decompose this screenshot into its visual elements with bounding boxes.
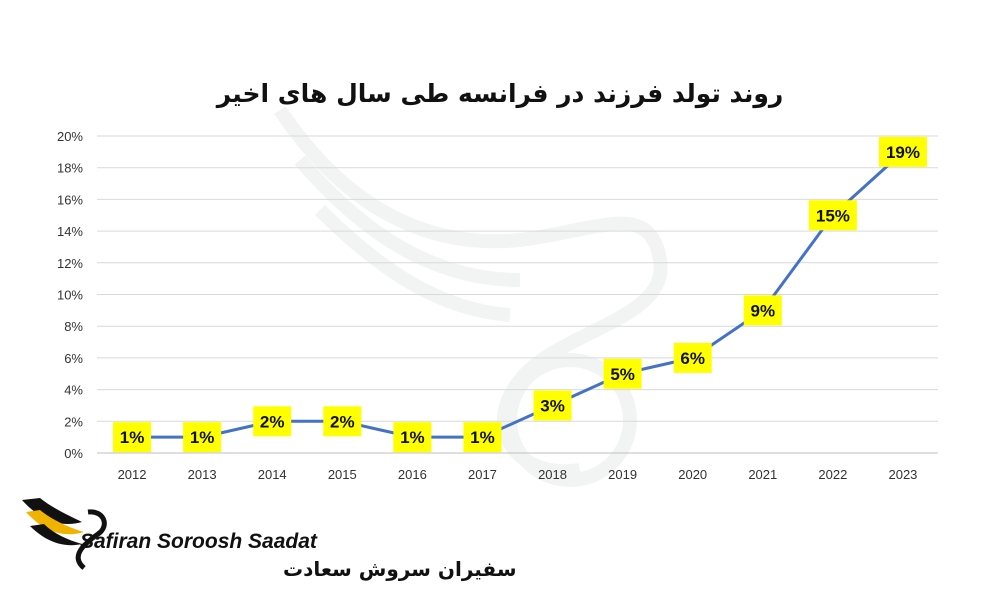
y-tick-label: 16% xyxy=(57,192,83,207)
y-axis-ticks: 0% 2% 4% 6% 8% 10% 12% 14% 16% 18% 20% xyxy=(57,129,83,461)
data-label-box xyxy=(253,406,292,437)
data-label-box xyxy=(673,342,712,373)
y-tick-label: 12% xyxy=(57,256,83,271)
data-label-box xyxy=(808,200,857,231)
data-label: 2% xyxy=(260,412,285,431)
data-label: 1% xyxy=(400,428,425,447)
y-tick-label: 0% xyxy=(64,446,83,461)
x-tick-label: 2018 xyxy=(538,467,567,482)
x-axis-ticks: 2012 2013 2014 2015 2016 2017 2018 2019 2020 2021… xyxy=(118,467,918,482)
data-label-box xyxy=(393,422,432,453)
x-tick-label: 2016 xyxy=(398,467,427,482)
data-label: 5% xyxy=(610,365,635,384)
x-tick-label: 2022 xyxy=(818,467,847,482)
x-tick-label: 2014 xyxy=(258,467,287,482)
x-tick-label: 2015 xyxy=(328,467,357,482)
y-tick-label: 8% xyxy=(64,319,83,334)
y-tick-label: 20% xyxy=(57,129,83,144)
brand-name-fa: سفیران سروش سعادت xyxy=(283,557,517,581)
swan-wing-logo-icon xyxy=(22,498,107,570)
data-label-box xyxy=(743,295,782,326)
x-tick-label: 2021 xyxy=(748,467,777,482)
data-label: 9% xyxy=(751,301,776,320)
data-label: 2% xyxy=(330,412,355,431)
data-label: 19% xyxy=(886,143,920,162)
x-tick-label: 2019 xyxy=(608,467,637,482)
y-tick-label: 4% xyxy=(64,383,83,398)
x-tick-label: 2020 xyxy=(678,467,707,482)
x-tick-label: 2017 xyxy=(468,467,497,482)
brand-logo: Safiran Soroosh Saadat سفیران سروش سعادت xyxy=(22,498,517,581)
data-label: 6% xyxy=(680,349,705,368)
y-tick-label: 18% xyxy=(57,161,83,176)
y-tick-label: 10% xyxy=(57,288,83,303)
data-label-box xyxy=(878,136,927,167)
data-label-box xyxy=(113,422,152,453)
data-label: 3% xyxy=(540,396,565,415)
x-tick-label: 2012 xyxy=(118,467,147,482)
data-label: 1% xyxy=(190,428,215,447)
data-label: 1% xyxy=(470,428,495,447)
data-label-box xyxy=(463,422,502,453)
data-label-box xyxy=(533,390,572,421)
y-tick-label: 6% xyxy=(64,351,83,366)
data-label: 15% xyxy=(816,206,850,225)
data-label-box xyxy=(603,358,642,389)
data-label-box xyxy=(323,406,362,437)
x-tick-label: 2023 xyxy=(888,467,917,482)
brand-name-en: Safiran Soroosh Saadat xyxy=(80,530,318,553)
y-tick-label: 14% xyxy=(57,224,83,239)
x-tick-label: 2013 xyxy=(188,467,217,482)
data-label-box xyxy=(183,422,222,453)
data-label: 1% xyxy=(120,428,145,447)
y-tick-label: 2% xyxy=(64,414,83,429)
data-labels: 1% 1% 2% 2% 1% 1% 3% 5% 6% 9% 15% 19% xyxy=(113,136,927,453)
chart-title: روند تولد فرزند در فرانسه طی سال های اخی… xyxy=(215,79,784,109)
